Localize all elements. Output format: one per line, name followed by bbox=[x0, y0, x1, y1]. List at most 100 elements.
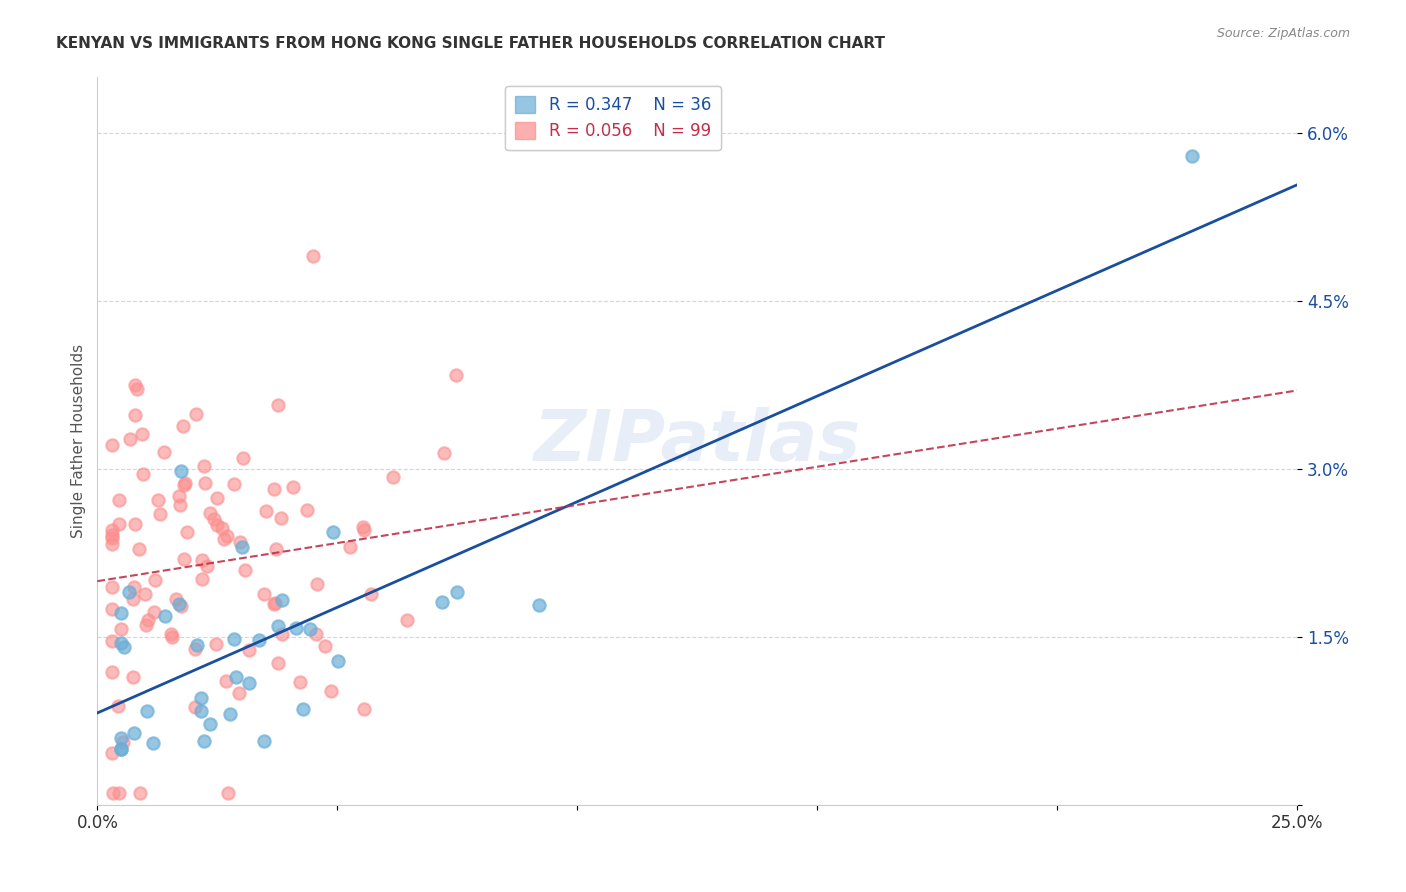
Point bbox=[267, 656, 290, 670]
Point bbox=[212, 532, 235, 546]
Point bbox=[194, 476, 217, 491]
Legend: R = 0.347    N = 36, R = 0.056    N = 99: R = 0.347 N = 36, R = 0.056 N = 99 bbox=[505, 86, 721, 151]
Point bbox=[101, 633, 124, 648]
Point bbox=[124, 516, 146, 531]
Point bbox=[238, 643, 260, 657]
Point bbox=[292, 702, 315, 716]
Point bbox=[100, 437, 122, 451]
Point bbox=[160, 630, 183, 644]
Point bbox=[247, 633, 270, 648]
Y-axis label: Single Father Households: Single Father Households bbox=[72, 344, 86, 538]
Point bbox=[270, 511, 292, 525]
Point bbox=[132, 467, 155, 482]
Point bbox=[169, 498, 191, 512]
Point bbox=[202, 512, 225, 526]
Point bbox=[112, 735, 135, 749]
Point bbox=[108, 493, 131, 508]
Point bbox=[107, 698, 129, 713]
Point bbox=[124, 408, 146, 422]
Point bbox=[128, 542, 150, 557]
Point bbox=[204, 637, 226, 651]
Point bbox=[173, 552, 195, 566]
Point bbox=[267, 619, 290, 633]
Point bbox=[143, 606, 166, 620]
Point bbox=[110, 622, 132, 636]
Point bbox=[153, 609, 176, 624]
Point bbox=[527, 598, 550, 612]
Point bbox=[143, 573, 166, 587]
Point bbox=[108, 516, 131, 531]
Point bbox=[118, 584, 141, 599]
Point bbox=[231, 541, 253, 555]
Point bbox=[339, 540, 361, 554]
Point bbox=[232, 451, 254, 466]
Point bbox=[238, 676, 260, 690]
Point bbox=[124, 378, 146, 392]
Point bbox=[211, 521, 233, 535]
Point bbox=[173, 478, 195, 492]
Point bbox=[193, 458, 215, 473]
Point bbox=[134, 587, 156, 601]
Point bbox=[198, 717, 221, 731]
Point bbox=[253, 587, 276, 601]
Point bbox=[186, 638, 208, 652]
Point bbox=[433, 446, 456, 460]
Text: ZIPatlas: ZIPatlas bbox=[533, 407, 860, 475]
Point bbox=[217, 787, 239, 801]
Point bbox=[396, 613, 419, 627]
Point bbox=[266, 541, 288, 556]
Point bbox=[110, 606, 132, 620]
Point bbox=[129, 787, 152, 801]
Point bbox=[360, 587, 382, 601]
Point bbox=[149, 507, 172, 521]
Point bbox=[153, 445, 176, 459]
Point bbox=[131, 427, 153, 442]
Point bbox=[100, 580, 122, 594]
Point bbox=[229, 535, 252, 549]
Point bbox=[170, 599, 193, 613]
Point bbox=[430, 595, 453, 609]
Point bbox=[136, 704, 159, 718]
Point bbox=[122, 670, 145, 684]
Point bbox=[101, 787, 124, 801]
Point bbox=[186, 407, 208, 421]
Point bbox=[100, 602, 122, 616]
Point bbox=[267, 399, 290, 413]
Point bbox=[184, 699, 207, 714]
Point bbox=[264, 596, 287, 610]
Point bbox=[127, 382, 149, 396]
Point bbox=[328, 654, 350, 668]
Point bbox=[298, 622, 321, 636]
Point bbox=[169, 598, 191, 612]
Point bbox=[135, 618, 157, 632]
Point bbox=[165, 591, 187, 606]
Point bbox=[110, 741, 132, 756]
Point bbox=[110, 636, 132, 650]
Point bbox=[215, 674, 238, 689]
Point bbox=[136, 613, 159, 627]
Point bbox=[190, 704, 212, 718]
Point bbox=[172, 419, 194, 434]
Point bbox=[100, 531, 122, 545]
Point bbox=[271, 627, 294, 641]
Point bbox=[285, 621, 308, 635]
Point bbox=[100, 523, 122, 537]
Point bbox=[295, 503, 318, 517]
Point bbox=[263, 597, 285, 611]
Point bbox=[176, 524, 198, 539]
Point bbox=[222, 632, 245, 647]
Point bbox=[321, 683, 343, 698]
Point bbox=[281, 480, 304, 494]
Point bbox=[122, 580, 145, 594]
Point bbox=[191, 572, 214, 586]
Point bbox=[167, 489, 190, 503]
Point bbox=[254, 504, 277, 518]
Point bbox=[381, 470, 404, 484]
Point bbox=[112, 640, 135, 654]
Point bbox=[184, 642, 207, 657]
Point bbox=[1180, 149, 1202, 163]
Point bbox=[190, 691, 212, 706]
Point bbox=[146, 493, 169, 508]
Point bbox=[101, 528, 124, 542]
Point bbox=[100, 537, 122, 551]
